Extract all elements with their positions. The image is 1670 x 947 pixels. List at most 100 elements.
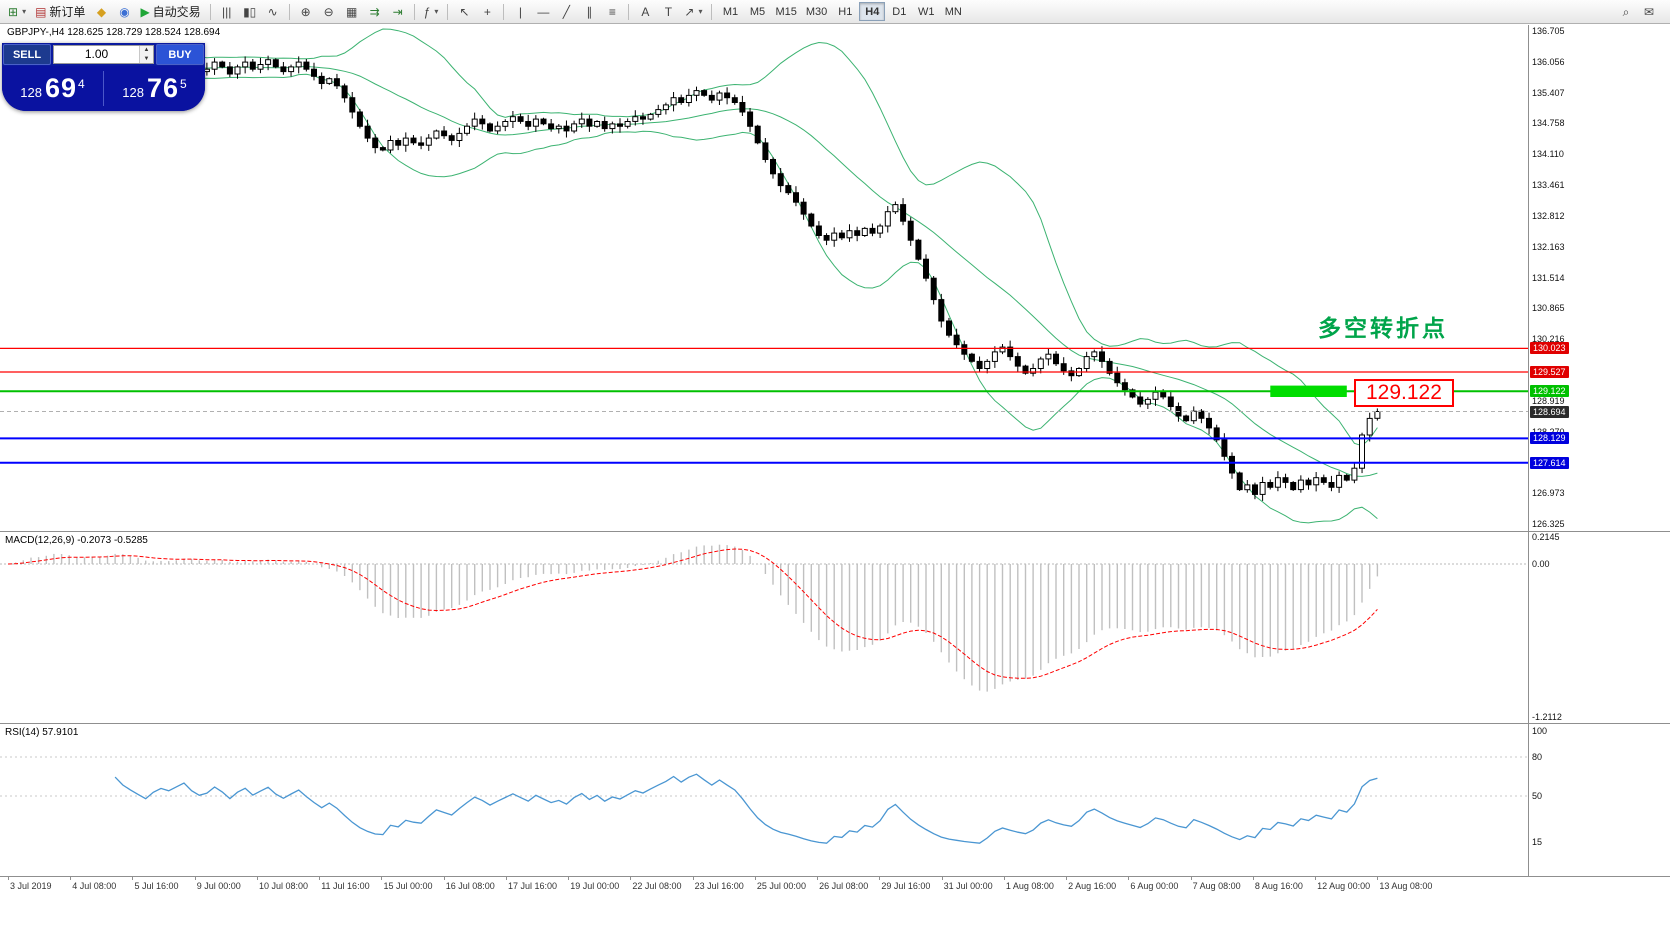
chart-shift-button[interactable]: ⇥ xyxy=(387,2,409,22)
zoom-in-icon: ⊕ xyxy=(300,4,311,19)
candlestick-chart-button[interactable]: ▮▯ xyxy=(239,2,261,22)
alerts-icon-button[interactable]: ◆ xyxy=(90,2,112,22)
auto-trading-button-label: 自动交易 xyxy=(152,5,201,19)
fibonacci-button[interactable]: ≡ xyxy=(601,2,623,22)
crosshair-button[interactable]: + xyxy=(476,2,498,22)
highlight-zone[interactable] xyxy=(1270,385,1347,397)
price-tick-label: 126.325 xyxy=(1532,519,1565,530)
tile-windows-button[interactable]: ▦ xyxy=(341,2,363,22)
horizontal-line-button[interactable]: — xyxy=(532,2,554,22)
buy-button[interactable]: BUY xyxy=(156,44,204,65)
zoom-out-button[interactable]: ⊖ xyxy=(318,2,340,22)
candlestick-chart-icon: ▮▯ xyxy=(243,4,257,19)
rsi-panel[interactable] xyxy=(0,724,1528,876)
symbol-search-button[interactable]: ⌕ xyxy=(1615,2,1637,22)
price-tick-label: 134.110 xyxy=(1532,149,1564,160)
time-label: 12 Aug 00:00 xyxy=(1317,881,1371,891)
time-label: 19 Jul 00:00 xyxy=(570,881,620,891)
timeframe-h4[interactable]: H4 xyxy=(859,2,886,21)
trendline-icon: ╱ xyxy=(562,4,570,19)
price-tick-label: 128.270 xyxy=(1532,427,1565,437)
auto-trading-button[interactable]: ▶ 自动交易 xyxy=(136,2,204,22)
timeframe-d1[interactable]: D1 xyxy=(886,2,912,21)
timeframe-group: M1 M5 M15 M30 H1 H4 D1 W1 MN xyxy=(717,2,966,21)
text-label-button[interactable]: T xyxy=(657,2,679,22)
time-axis[interactable]: 3 Jul 2019 4 Jul 08:00 5 Jul 16:00 9 Jul 00… xyxy=(0,877,1670,947)
level-price-label[interactable]: 129.122 xyxy=(1354,379,1454,407)
rsi-scale[interactable]: 100 80 50 15 xyxy=(1529,724,1670,876)
buy-price[interactable]: 128 76 5 xyxy=(104,66,205,111)
timeframe-m5[interactable]: M5 xyxy=(744,2,770,21)
candles xyxy=(5,52,1381,501)
auto-scroll-icon: ⇉ xyxy=(369,4,380,19)
sell-price-pips: 69 xyxy=(44,73,78,103)
arrows-tool-button[interactable]: ↗ ▾ xyxy=(680,2,706,22)
price-tick-label: 132.812 xyxy=(1532,210,1565,221)
new-chart-button[interactable]: ⊞ ▾ xyxy=(4,2,30,22)
chart-symbol-title: GBPJPY-,H4 128.625 128.729 128.524 128.6… xyxy=(7,27,221,38)
toolbar-separator xyxy=(711,3,713,20)
time-label: 10 Jul 08:00 xyxy=(258,881,309,891)
price-tick-label: 130.216 xyxy=(1532,334,1565,345)
timeframe-m1[interactable]: M1 xyxy=(717,2,743,21)
macd-scale[interactable]: 0.2145 0.00 -1.2112 xyxy=(1529,532,1670,723)
time-tick xyxy=(692,877,694,880)
community-icon-button[interactable]: ◉ xyxy=(113,2,135,22)
indicators-button[interactable]: ƒ ▾ xyxy=(420,2,443,22)
macd-indicator-label: MACD(12,26,9) -0.2073 -0.5285 xyxy=(5,535,148,546)
price-tick-label: 135.407 xyxy=(1532,87,1565,98)
price-tick-label: 128.919 xyxy=(1532,395,1565,406)
bar-chart-button[interactable]: ||| xyxy=(216,2,238,22)
time-tick xyxy=(1128,877,1130,880)
timeframe-m15[interactable]: M15 xyxy=(771,2,800,21)
time-tick xyxy=(754,877,756,880)
macd-panel[interactable] xyxy=(0,532,1528,723)
price-scale[interactable]: 136.705 136.056 135.407 134.758 134.110 133.4… xyxy=(1529,24,1670,531)
symbol-search-icon: ⌕ xyxy=(1622,4,1630,19)
price-chart[interactable] xyxy=(0,24,1528,531)
channel-button[interactable]: ∥ xyxy=(578,2,600,22)
toolbar: ⊞ ▾ ▤ 新订单 ◆ ◉ ▶ 自动交易 ||| ▮▯ ∿ ⊕ ⊖ ▦ ⇉ ⇥ ƒ ▾ ↖ + | — ╱ ∥ ≡ A T ↗ ▾ M1… xyxy=(0,0,1670,24)
zoom-out-icon: ⊖ xyxy=(323,4,334,19)
chart-shift-icon: ⇥ xyxy=(392,4,403,19)
price-tick-label: 136.056 xyxy=(1532,56,1565,67)
alerts-icon-icon: ◆ xyxy=(96,4,107,19)
vertical-line-button[interactable]: | xyxy=(509,2,531,22)
macd-histogram xyxy=(14,544,1379,692)
zoom-in-button[interactable]: ⊕ xyxy=(295,2,317,22)
community-icon-icon: ◉ xyxy=(119,4,130,19)
timeframe-m30[interactable]: M30 xyxy=(802,2,831,21)
timeframe-w1[interactable]: W1 xyxy=(913,2,939,21)
macd-tick-label: 0.00 xyxy=(1532,559,1550,569)
volume-decrease-button[interactable]: ▼ xyxy=(140,54,153,63)
timeframe-h1[interactable]: H1 xyxy=(832,2,858,21)
rsi-tick-label: 15 xyxy=(1532,836,1543,847)
line-chart-button[interactable]: ∿ xyxy=(262,2,284,22)
time-tick xyxy=(1066,877,1068,880)
volume-increase-button[interactable]: ▲ xyxy=(140,46,153,55)
toolbar-separator xyxy=(503,3,505,20)
time-tick xyxy=(1003,877,1005,880)
time-tick xyxy=(443,877,445,880)
new-chart-icon: ⊞ xyxy=(8,4,19,19)
one-click-trading-panel: SELL 1.00 ▲ ▼ BUY 128 69 4 128 76 5 xyxy=(2,43,205,111)
turning-point-annotation[interactable]: 多空转折点 xyxy=(1318,315,1448,341)
time-tick xyxy=(879,877,881,880)
time-tick xyxy=(568,877,570,880)
auto-scroll-button[interactable]: ⇉ xyxy=(364,2,386,22)
new-order-button[interactable]: ▤ 新订单 xyxy=(31,2,89,22)
trendline-button[interactable]: ╱ xyxy=(555,2,577,22)
sell-price[interactable]: 128 69 4 xyxy=(2,66,103,111)
text-button[interactable]: A xyxy=(634,2,656,22)
toolbar-left-group: ⊞ ▾ ▤ 新订单 ◆ ◉ ▶ 自动交易 ||| ▮▯ ∿ ⊕ ⊖ ▦ ⇉ ⇥ ƒ ▾ ↖ + | — ╱ ∥ ≡ A T ↗ ▾ xyxy=(4,2,716,22)
time-tick xyxy=(1377,877,1379,880)
toolbar-right-group: ⌕ ✉ xyxy=(1615,2,1666,22)
cursor-button[interactable]: ↖ xyxy=(453,2,475,22)
sell-button[interactable]: SELL xyxy=(3,44,51,65)
volume-value[interactable]: 1.00 xyxy=(84,47,109,61)
timeframe-mn[interactable]: MN xyxy=(940,2,966,21)
chat-button[interactable]: ✉ xyxy=(1638,2,1660,22)
volume-stepper[interactable]: 1.00 ▲ ▼ xyxy=(53,45,154,64)
time-label: 11 Jul 16:00 xyxy=(321,881,370,891)
price-tick-label: 132.163 xyxy=(1532,241,1565,252)
